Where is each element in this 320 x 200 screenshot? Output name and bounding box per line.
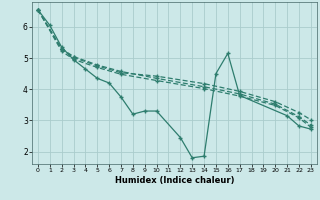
X-axis label: Humidex (Indice chaleur): Humidex (Indice chaleur) (115, 176, 234, 185)
